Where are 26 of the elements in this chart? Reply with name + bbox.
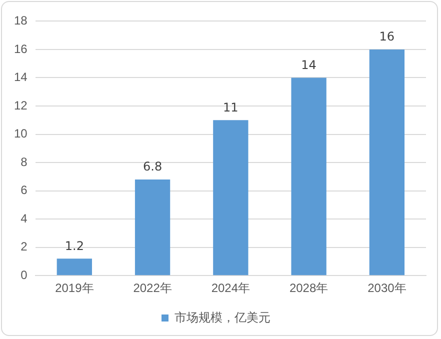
data-label: 14 [301, 58, 316, 72]
data-label: 6.8 [142, 160, 162, 174]
data-label: 16 [379, 30, 395, 44]
bar [291, 78, 326, 276]
y-tick-label: 14 [14, 70, 28, 84]
bar [213, 120, 248, 276]
data-label: 11 [223, 100, 238, 114]
data-label: 1.2 [64, 238, 84, 253]
y-tick-label: 4 [20, 211, 28, 226]
bar [369, 49, 405, 276]
y-tick-label: 6 [20, 183, 28, 198]
x-tick-label: 2019年 [55, 281, 94, 296]
x-tick-label: 2028年 [289, 281, 328, 296]
y-tick-label: 12 [14, 98, 28, 112]
x-tick-label: 2022年 [133, 281, 172, 296]
y-tick-label: 8 [20, 154, 28, 169]
y-tick-label: 18 [14, 14, 28, 28]
y-tick-label: 16 [14, 42, 28, 56]
x-tick-label: 2030年 [368, 281, 406, 296]
y-tick-label: 0 [20, 268, 28, 282]
bar [134, 179, 170, 276]
y-tick-label: 10 [14, 126, 28, 141]
legend-label: 市场规模，亿美元 [174, 310, 270, 324]
y-tick-label: 2 [20, 240, 28, 254]
bar [56, 258, 92, 276]
x-tick-label: 2024年 [211, 281, 250, 296]
